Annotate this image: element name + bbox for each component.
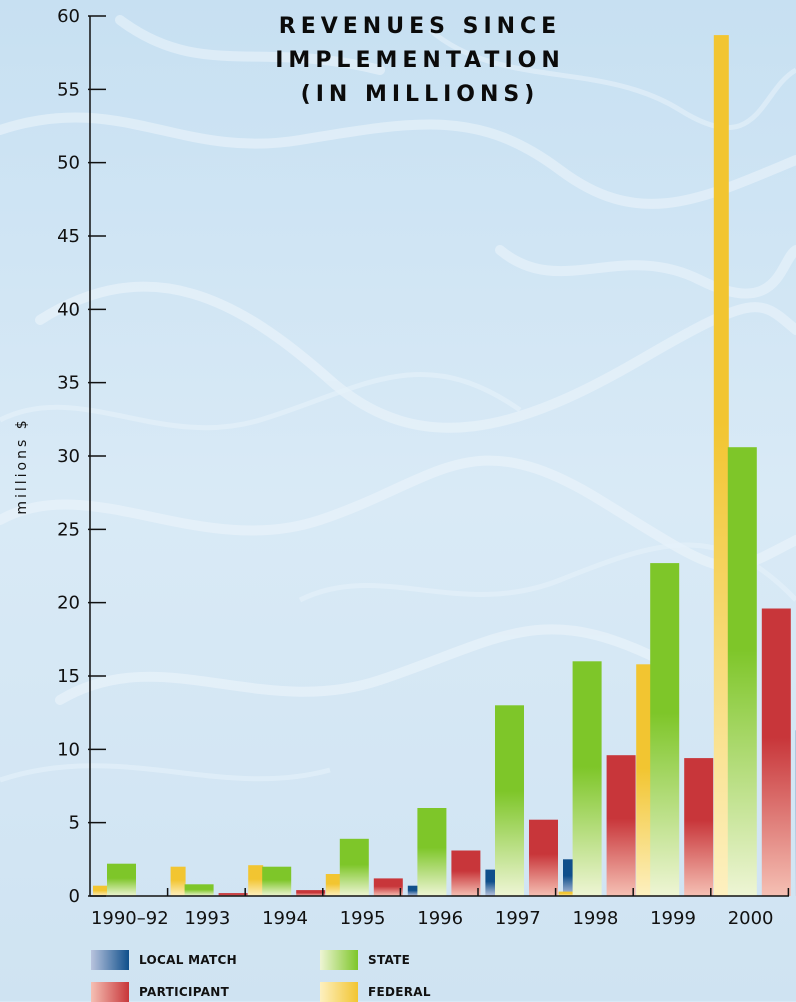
y-tick-label: 40 — [57, 299, 80, 320]
y-tick-label: 55 — [57, 79, 80, 100]
bar-participant-5 — [529, 820, 558, 896]
legend-swatch-local-match — [91, 950, 129, 970]
bar-state-8 — [728, 447, 757, 896]
x-tick-label: 1998 — [572, 908, 618, 929]
chart-title-line-2: IMPLEMENTATION — [250, 48, 590, 73]
legend-swatch-federal — [320, 982, 358, 1002]
legend-label-state: STATE — [368, 953, 410, 967]
bar-participant-6 — [607, 755, 636, 896]
bar-participant-4 — [451, 851, 480, 897]
bar-federal-0 — [93, 886, 108, 896]
x-tick-label: 1994 — [262, 908, 308, 929]
y-axis-label: millions $ — [14, 417, 30, 514]
legend-label-federal: FEDERAL — [368, 985, 431, 999]
bar-participant-2 — [296, 890, 325, 896]
y-tick-label: 45 — [57, 226, 80, 247]
bar-federal-2 — [248, 865, 263, 896]
legend-label-local-match: LOCAL MATCH — [139, 953, 237, 967]
legend-swatch-participant — [91, 982, 129, 1002]
y-tick-label: 25 — [57, 519, 80, 540]
legend-local-match: LOCAL MATCH — [91, 950, 237, 970]
x-tick-label: 1995 — [340, 908, 386, 929]
bar-state-5 — [495, 705, 524, 896]
y-tick-label: 5 — [69, 813, 80, 834]
legend-federal: FEDERAL — [320, 982, 431, 1002]
y-tick-label: 30 — [57, 446, 80, 467]
legend-participant: PARTICIPANT — [91, 982, 229, 1002]
x-tick-label: 2000 — [728, 908, 774, 929]
bar-state-6 — [573, 661, 602, 896]
bar-participant-7 — [684, 758, 713, 896]
y-tick-label: 20 — [57, 593, 80, 614]
y-tick-label: 10 — [57, 739, 80, 760]
bar-state-0 — [107, 864, 136, 896]
chart-title-line-1: REVENUES SINCE — [250, 14, 590, 39]
legend-state: STATE — [320, 950, 410, 970]
bar-federal-3 — [326, 874, 341, 896]
x-tick-label: 1997 — [495, 908, 541, 929]
bar-state-2 — [262, 867, 291, 896]
y-tick-label: 15 — [57, 666, 80, 687]
legend-label-participant: PARTICIPANT — [139, 985, 229, 999]
bar-state-7 — [650, 563, 679, 896]
bar-federal-1 — [171, 867, 186, 896]
x-tick-label: 1999 — [650, 908, 696, 929]
legend-swatch-state — [320, 950, 358, 970]
x-tick-label: 1990–92 — [91, 908, 169, 929]
bar-state-1 — [185, 884, 214, 896]
bar-participant-8 — [762, 609, 791, 897]
bar-federal-7 — [636, 664, 651, 896]
x-tick-label: 1993 — [184, 908, 230, 929]
y-tick-label: 50 — [57, 153, 80, 174]
x-tick-label: 1996 — [417, 908, 463, 929]
y-tick-label: 0 — [69, 886, 80, 907]
bar-participant-3 — [374, 878, 403, 896]
bar-state-3 — [340, 839, 369, 896]
y-tick-label: 60 — [57, 6, 80, 27]
bar-federal-8 — [714, 35, 729, 896]
y-tick-label: 35 — [57, 373, 80, 394]
bar-state-4 — [417, 808, 446, 896]
chart-title-line-3: (IN MILLIONS) — [250, 82, 590, 107]
